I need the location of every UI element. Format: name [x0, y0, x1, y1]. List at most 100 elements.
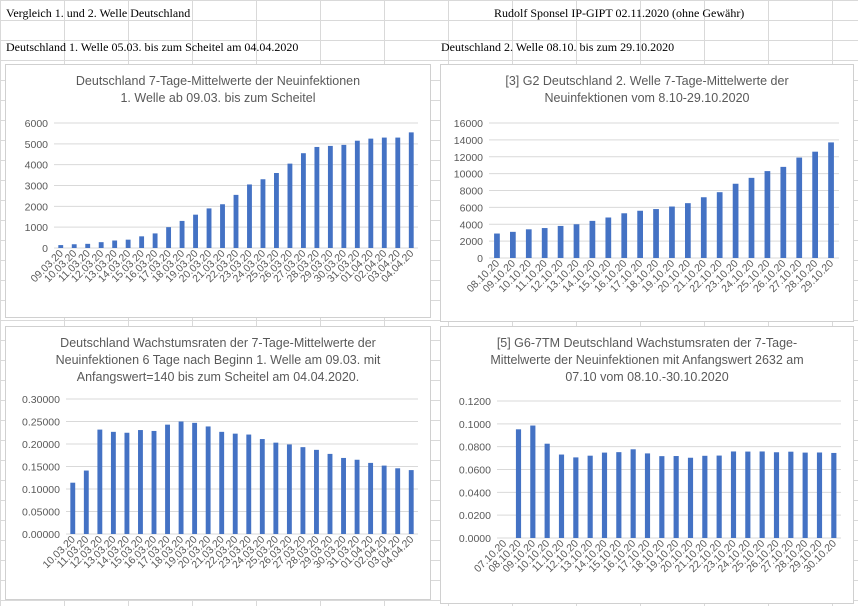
bar — [587, 455, 593, 538]
chart-box-1[interactable]: Deutschland 7-Tage-Mittelwerte der Neuin… — [5, 64, 431, 318]
bar — [621, 213, 628, 258]
bar — [831, 452, 837, 538]
y-tick-label: 0.0800 — [459, 442, 491, 454]
bar — [494, 233, 500, 258]
bar — [745, 451, 751, 538]
chart-title-line: [3] G2 Deutschland 2. Welle 7-Tage-Mitte… — [505, 74, 788, 88]
chart-title-line: Neuinfektionen 6 Tage nach Beginn 1. Wel… — [56, 353, 381, 367]
bar — [341, 144, 347, 248]
chart-box-3[interactable]: Deutschland Wachstumsraten der 7-Tage-Mi… — [5, 326, 431, 600]
y-tick-label: 4000 — [460, 219, 484, 231]
bar — [341, 457, 346, 534]
y-tick-label: 2000 — [460, 236, 484, 248]
bar — [70, 482, 76, 534]
chart-title-line: Anfangswert=140 bis zum Scheitel am 04.0… — [77, 370, 359, 384]
sheet-header-left: Vergleich 1. und 2. Welle Deutschland — [6, 6, 191, 20]
y-tick-label: 0 — [477, 253, 483, 265]
chart-4: [5] G6-7TM Deutschland Wachstumsraten de… — [459, 336, 841, 575]
bar — [98, 242, 104, 248]
bar — [165, 424, 170, 534]
bar — [408, 132, 414, 248]
bar — [273, 442, 279, 534]
bar — [601, 452, 608, 538]
bar — [748, 177, 755, 258]
sheet-label-right: Deutschland 2. Welle 08.10. bis zum 29.1… — [441, 40, 675, 54]
bar — [673, 456, 679, 538]
bar — [125, 239, 131, 248]
bar — [544, 443, 550, 538]
y-tick-label: 5000 — [25, 139, 49, 151]
bar — [232, 433, 238, 534]
bar — [732, 183, 739, 258]
y-tick-label: 0.0200 — [459, 510, 491, 522]
bar — [510, 231, 516, 258]
bar — [354, 140, 360, 248]
bar — [685, 203, 691, 258]
bar — [314, 449, 319, 534]
bar — [97, 429, 103, 534]
bar — [259, 439, 265, 534]
y-tick-label: 0.05000 — [22, 507, 60, 519]
chart-box-4[interactable]: [5] G6-7TM Deutschland Wachstumsraten de… — [440, 326, 854, 604]
bar — [178, 421, 184, 534]
y-tick-label: 6000 — [25, 118, 49, 130]
bar — [788, 451, 794, 538]
bar — [152, 233, 158, 248]
bar — [653, 209, 659, 258]
bar — [616, 452, 622, 538]
bar — [525, 229, 532, 258]
bar — [659, 456, 665, 538]
bar — [247, 184, 252, 248]
bar — [702, 455, 708, 538]
bar — [233, 194, 239, 248]
y-tick-label: 0.20000 — [22, 439, 60, 451]
chart-title-line: [5] G6-7TM Deutschland Wachstumsraten de… — [497, 336, 797, 350]
bar — [573, 457, 579, 538]
y-tick-label: 0.0400 — [459, 487, 491, 499]
bar — [780, 166, 787, 258]
bar — [716, 455, 722, 538]
bar — [812, 151, 818, 258]
chart-1: Deutschland 7-Tage-Mittelwerte der Neuin… — [25, 74, 418, 285]
bar — [573, 224, 580, 258]
bar — [541, 228, 548, 258]
bar — [764, 171, 771, 258]
y-tick-label: 0 — [42, 243, 48, 255]
bar — [700, 197, 707, 258]
bar — [274, 173, 279, 248]
bar — [796, 157, 803, 258]
bar — [206, 208, 212, 248]
y-tick-label: 0.0000 — [459, 533, 491, 545]
bar — [112, 240, 118, 248]
y-tick-label: 0.10000 — [22, 484, 60, 496]
chart-title-line: 1. Welle ab 09.03. bis zum Scheitel — [120, 91, 315, 105]
bar — [205, 426, 211, 534]
bar — [260, 179, 266, 248]
y-tick-label: 0.30000 — [22, 394, 60, 406]
y-tick-label: 0.25000 — [22, 417, 60, 429]
chart-box-2[interactable]: [3] G2 Deutschland 2. Welle 7-Tage-Mitte… — [440, 64, 854, 322]
bar — [193, 214, 198, 248]
bar — [515, 429, 522, 538]
y-tick-label: 0.1200 — [459, 396, 491, 408]
bar — [286, 444, 292, 534]
y-tick-label: 14000 — [454, 135, 483, 147]
bar — [368, 462, 374, 534]
bar — [381, 137, 387, 248]
chart-title-line: Deutschland Wachstumsraten der 7-Tage-Mi… — [60, 336, 376, 350]
y-tick-label: 4000 — [25, 160, 49, 172]
bar — [71, 244, 77, 248]
bar — [828, 142, 834, 258]
y-tick-label: 12000 — [454, 152, 483, 164]
bar — [730, 451, 737, 538]
bar — [669, 206, 675, 258]
chart-3: Deutschland Wachstumsraten der 7-Tage-Mi… — [22, 336, 418, 571]
bar — [327, 453, 333, 534]
y-tick-label: 0.15000 — [22, 462, 60, 474]
chart-title-line: 07.10 vom 08.10.-30.10.2020 — [565, 370, 728, 384]
bar — [395, 468, 401, 534]
bar — [368, 138, 374, 248]
bar — [287, 163, 293, 248]
y-tick-label: 16000 — [454, 118, 483, 130]
bar — [637, 210, 643, 258]
